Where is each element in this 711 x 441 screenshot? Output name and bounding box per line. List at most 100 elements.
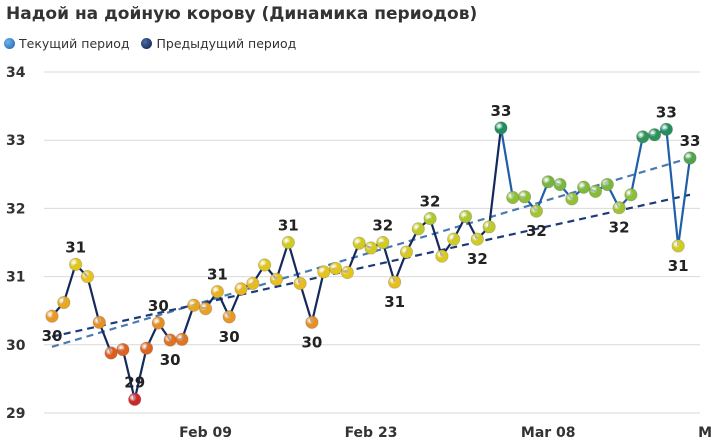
series-segment-22 xyxy=(310,271,325,323)
data-point-7[interactable] xyxy=(128,392,142,406)
data-point-33[interactable] xyxy=(435,249,449,263)
series-segment-6 xyxy=(121,349,136,400)
data-label-16: 33 xyxy=(656,103,677,121)
data-point-38[interactable] xyxy=(494,121,508,135)
data-point-19[interactable] xyxy=(269,272,284,286)
data-point-32[interactable] xyxy=(423,212,437,226)
data-point-17[interactable] xyxy=(246,276,260,291)
data-label-17: 31 xyxy=(668,257,689,275)
data-point-52[interactable] xyxy=(659,122,673,136)
data-label-11: 32 xyxy=(420,193,441,211)
data-point-50[interactable] xyxy=(636,130,650,144)
data-point-35[interactable] xyxy=(458,209,473,224)
data-point-14[interactable] xyxy=(210,285,225,299)
data-point-31[interactable] xyxy=(411,222,425,236)
series-segment-20 xyxy=(287,242,302,284)
data-point-28[interactable] xyxy=(376,235,390,250)
y-tick-label-2: 31 xyxy=(6,270,25,286)
data-point-8[interactable] xyxy=(139,341,154,355)
data-point-29[interactable] xyxy=(388,275,402,289)
data-point-3[interactable] xyxy=(80,269,95,284)
data-point-39[interactable] xyxy=(506,190,520,205)
legend-marker-current xyxy=(4,38,15,49)
data-label-5: 31 xyxy=(207,266,228,284)
data-point-22[interactable] xyxy=(305,315,319,329)
data-point-45[interactable] xyxy=(577,180,591,194)
data-point-12[interactable] xyxy=(187,298,201,312)
data-point-37[interactable] xyxy=(482,220,496,234)
data-label-7: 31 xyxy=(278,217,299,235)
x-tick-label-3: Mar 22 xyxy=(698,425,711,441)
y-tick-label-4: 33 xyxy=(6,133,25,149)
series-segment-1 xyxy=(62,263,77,303)
legend-label-current: Текущий период xyxy=(19,36,130,51)
data-point-34[interactable] xyxy=(447,232,461,246)
legend-marker-previous xyxy=(141,38,153,49)
data-label-15: 32 xyxy=(609,219,630,237)
data-point-36[interactable] xyxy=(470,232,484,246)
data-point-10[interactable] xyxy=(163,333,177,347)
series-segment-19 xyxy=(275,242,290,280)
data-label-10: 31 xyxy=(384,293,405,311)
data-point-18[interactable] xyxy=(258,258,272,272)
data-point-4[interactable] xyxy=(92,315,106,329)
data-point-30[interactable] xyxy=(399,245,414,259)
data-label-2: 29 xyxy=(124,373,145,391)
y-tick-label-3: 32 xyxy=(6,201,25,217)
data-label-18: 33 xyxy=(680,132,701,150)
data-label-3: 30 xyxy=(148,297,169,315)
data-label-9: 32 xyxy=(372,217,393,235)
x-tick-label-0: Feb 09 xyxy=(179,425,232,441)
series-segment-49 xyxy=(629,136,644,195)
data-label-1: 31 xyxy=(65,238,86,256)
data-point-6[interactable] xyxy=(116,342,130,357)
y-tick-label-0: 29 xyxy=(6,406,25,422)
data-point-41[interactable] xyxy=(529,204,544,218)
x-tick-label-2: Mar 08 xyxy=(521,425,576,441)
data-point-54[interactable] xyxy=(683,151,697,165)
data-point-23[interactable] xyxy=(317,265,331,279)
series-segment-32 xyxy=(429,218,443,257)
series-segment-52 xyxy=(665,129,680,247)
data-point-2[interactable] xyxy=(69,257,83,271)
chart-title: Надой на дойную корову (Динамика периодо… xyxy=(6,4,478,24)
data-label-12: 32 xyxy=(467,250,488,268)
data-point-26[interactable] xyxy=(352,236,366,250)
data-point-20[interactable] xyxy=(281,235,295,250)
data-point-0[interactable] xyxy=(45,309,59,323)
data-label-4: 30 xyxy=(160,351,181,369)
data-point-43[interactable] xyxy=(553,177,567,192)
data-point-46[interactable] xyxy=(588,184,603,198)
data-point-47[interactable] xyxy=(600,177,614,192)
series-segment-7 xyxy=(133,347,148,400)
legend-item-previous[interactable]: Предыдущий период xyxy=(141,36,296,51)
data-point-24[interactable] xyxy=(328,261,343,276)
series-segment-21 xyxy=(299,283,313,323)
legend: Текущий период Предыдущий период xyxy=(4,36,308,51)
data-point-44[interactable] xyxy=(565,192,579,206)
data-point-51[interactable] xyxy=(647,128,662,142)
data-point-15[interactable] xyxy=(222,310,236,324)
data-point-25[interactable] xyxy=(340,265,354,280)
data-label-14: 32 xyxy=(526,222,547,240)
data-point-1[interactable] xyxy=(57,295,71,310)
data-point-49[interactable] xyxy=(624,188,638,202)
legend-label-previous: Предыдущий период xyxy=(156,36,297,51)
data-point-40[interactable] xyxy=(517,190,532,204)
y-tick-label-1: 30 xyxy=(6,338,26,354)
data-point-53[interactable] xyxy=(671,239,685,253)
data-point-48[interactable] xyxy=(612,201,626,215)
data-point-11[interactable] xyxy=(175,332,189,346)
data-point-27[interactable] xyxy=(364,241,378,255)
data-point-13[interactable] xyxy=(198,302,213,316)
trend-line-1 xyxy=(51,193,691,338)
legend-item-current[interactable]: Текущий период xyxy=(4,36,129,51)
data-point-16[interactable] xyxy=(234,282,248,296)
data-point-5[interactable] xyxy=(104,346,118,360)
data-point-9[interactable] xyxy=(151,316,165,330)
data-point-42[interactable] xyxy=(541,175,555,189)
data-point-21[interactable] xyxy=(293,276,307,291)
x-tick-label-1: Feb 23 xyxy=(345,425,398,441)
data-label-0: 30 xyxy=(42,327,63,345)
